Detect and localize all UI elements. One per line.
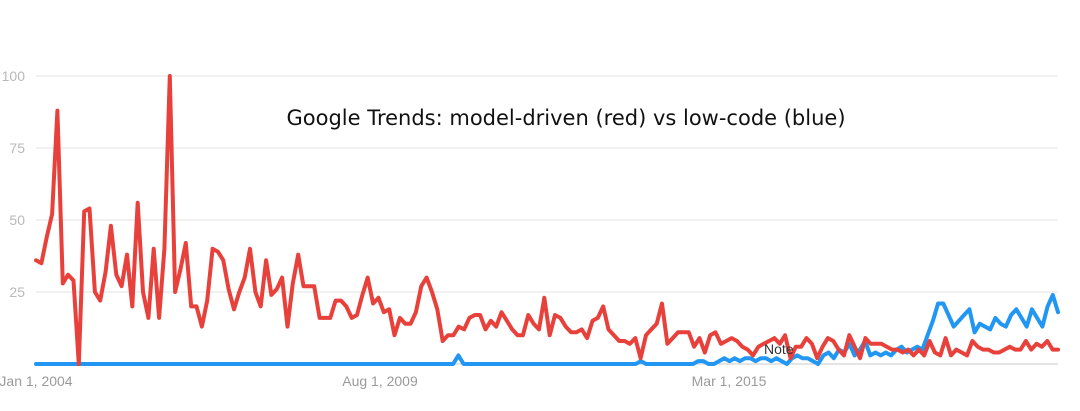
- x-tick-label: Aug 1, 2009: [342, 373, 418, 389]
- chart-title: Google Trends: model-driven (red) vs low…: [286, 106, 845, 130]
- y-tick-label: 100: [2, 68, 26, 84]
- x-tick-label: Jan 1, 2004: [0, 373, 73, 389]
- x-axis-ticks: Jan 1, 2004 Aug 1, 2009 Mar 1, 2015: [0, 373, 767, 389]
- y-tick-label: 50: [9, 212, 25, 228]
- note-annotation[interactable]: Note: [764, 341, 794, 357]
- series-layer: [34, 74, 1060, 366]
- series-line-low_code: [34, 292, 1060, 366]
- y-tick-label: 25: [9, 284, 25, 300]
- y-axis-ticks: 100 75 50 25: [2, 68, 26, 300]
- y-tick-label: 75: [9, 140, 25, 156]
- series-line-model_driven: [34, 74, 1060, 366]
- x-tick-label: Mar 1, 2015: [692, 373, 767, 389]
